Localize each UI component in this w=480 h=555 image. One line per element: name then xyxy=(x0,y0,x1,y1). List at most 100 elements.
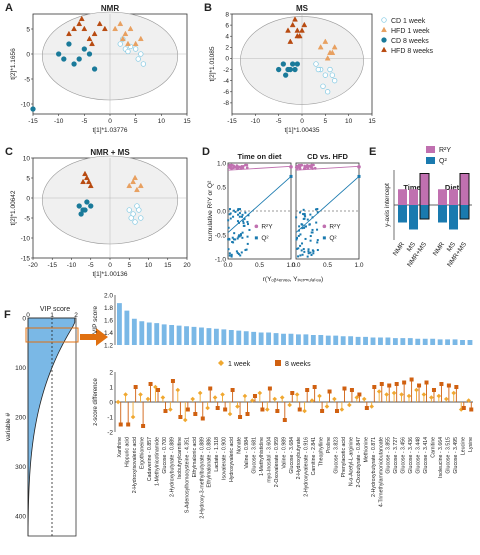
q2-point xyxy=(310,254,313,257)
q2-point xyxy=(300,249,303,252)
data-point xyxy=(292,66,298,73)
metabolite-label: Isoleucine - 3.664 xyxy=(438,437,444,478)
point-1week xyxy=(168,407,173,412)
q2-point xyxy=(239,234,242,237)
x-tick-label: 5 xyxy=(324,118,328,125)
point-8weeks xyxy=(163,409,168,413)
data-point xyxy=(132,40,139,47)
q2-bar xyxy=(438,205,447,223)
point-8weeks xyxy=(402,380,407,385)
x-tick-label: 5 xyxy=(127,262,131,269)
point-1week xyxy=(369,404,375,409)
x-tick-label: 1.0 xyxy=(354,262,363,269)
highlight-box xyxy=(459,173,470,220)
q2-point xyxy=(246,242,249,245)
x-tick-label: -15 xyxy=(28,118,38,125)
r2y-bar xyxy=(420,173,429,205)
x-tick-label: 10 xyxy=(158,118,166,125)
vip-bar xyxy=(243,331,249,345)
r2y-point xyxy=(300,163,303,167)
point-8weeks xyxy=(215,406,220,410)
zoom-box xyxy=(25,327,79,343)
x-tick-label: 1.0 xyxy=(286,262,295,269)
y-tick-label: -1 xyxy=(107,414,113,421)
q2-point xyxy=(246,235,249,238)
data-point xyxy=(117,20,124,27)
x-tick-label: NMR xyxy=(392,241,406,257)
q2-point xyxy=(299,254,302,257)
legend-marker xyxy=(254,224,259,229)
plot-frame xyxy=(295,162,360,260)
metabolite-label: 2-Oxobutyrate - 0.847 xyxy=(356,437,362,488)
legend-label: CD 8 weeks xyxy=(391,38,429,45)
q2-point xyxy=(311,228,314,231)
point-8weeks xyxy=(379,382,384,386)
vip-bar xyxy=(199,327,204,345)
q2-point xyxy=(231,236,234,239)
point-1week xyxy=(220,392,225,397)
q2-point xyxy=(236,237,239,240)
point-1week xyxy=(451,390,457,396)
q2-point xyxy=(228,237,231,240)
point-1week xyxy=(309,398,315,403)
q2-point xyxy=(301,227,304,230)
y-tick-label: 6 xyxy=(225,22,229,29)
legend-marker xyxy=(218,360,224,366)
q2-point xyxy=(297,255,300,258)
q2-point xyxy=(304,225,307,228)
metabolite-label: Glucose - 3.448 xyxy=(416,437,422,474)
vip-bar xyxy=(378,337,383,345)
y-tick-label: 1.0 xyxy=(217,160,226,167)
q2-point xyxy=(301,223,304,226)
x-tick-label: 0 xyxy=(108,262,112,269)
vip-bar xyxy=(430,338,436,345)
q2-point xyxy=(248,228,251,231)
data-point xyxy=(324,55,331,61)
data-point xyxy=(82,207,88,213)
point-8weeks xyxy=(454,385,459,389)
q2-point xyxy=(316,211,319,214)
point-8weeks xyxy=(193,412,198,416)
q2-point xyxy=(237,213,240,216)
point-8weeks xyxy=(208,386,213,391)
point-8weeks xyxy=(245,412,250,416)
y-axis-label: t[2]*1.01085 xyxy=(209,46,216,81)
data-point xyxy=(294,27,301,33)
legend-label: R²Y xyxy=(329,224,341,231)
y-tick-label: 300 xyxy=(15,464,26,471)
point-8weeks xyxy=(297,407,302,412)
q2-point xyxy=(303,212,306,215)
x-tick-label: 10 xyxy=(345,118,353,125)
data-point xyxy=(71,25,77,32)
data-point xyxy=(130,178,137,185)
point-1week xyxy=(115,399,121,405)
vip-bar xyxy=(325,335,331,345)
metabolite-label: Hippuric acid xyxy=(125,437,131,467)
x-tick-label: MS xyxy=(446,241,458,254)
vip-bar xyxy=(363,336,368,345)
q2-point xyxy=(301,253,304,256)
legend-marker xyxy=(322,224,327,229)
data-point xyxy=(283,72,289,78)
legend-label: 1 week xyxy=(228,361,251,368)
data-point xyxy=(134,186,140,193)
point-8weeks xyxy=(446,383,451,388)
metabolite-label: Glucose - 3.684 xyxy=(289,437,295,474)
q2-point xyxy=(241,213,244,216)
metabolite-label: N-α-Acetyl-L-arginine xyxy=(348,437,354,486)
vip-bar xyxy=(236,330,242,345)
q2-point xyxy=(307,248,310,251)
vip-bar xyxy=(191,326,197,345)
legend-swatch xyxy=(426,157,435,164)
vip-bar xyxy=(124,310,130,345)
x-tick-label: MS xyxy=(406,241,418,254)
data-point xyxy=(133,46,139,52)
r2y-point xyxy=(298,167,302,170)
y-tick-label: 2 xyxy=(109,369,113,376)
permutation-legend xyxy=(322,224,327,240)
q2-point xyxy=(308,223,311,226)
r2y-point xyxy=(240,164,244,168)
q2-point xyxy=(229,217,232,220)
y-tick-label: -5 xyxy=(24,215,30,222)
metabolite-label: Glucose - 3.414 xyxy=(423,437,429,474)
